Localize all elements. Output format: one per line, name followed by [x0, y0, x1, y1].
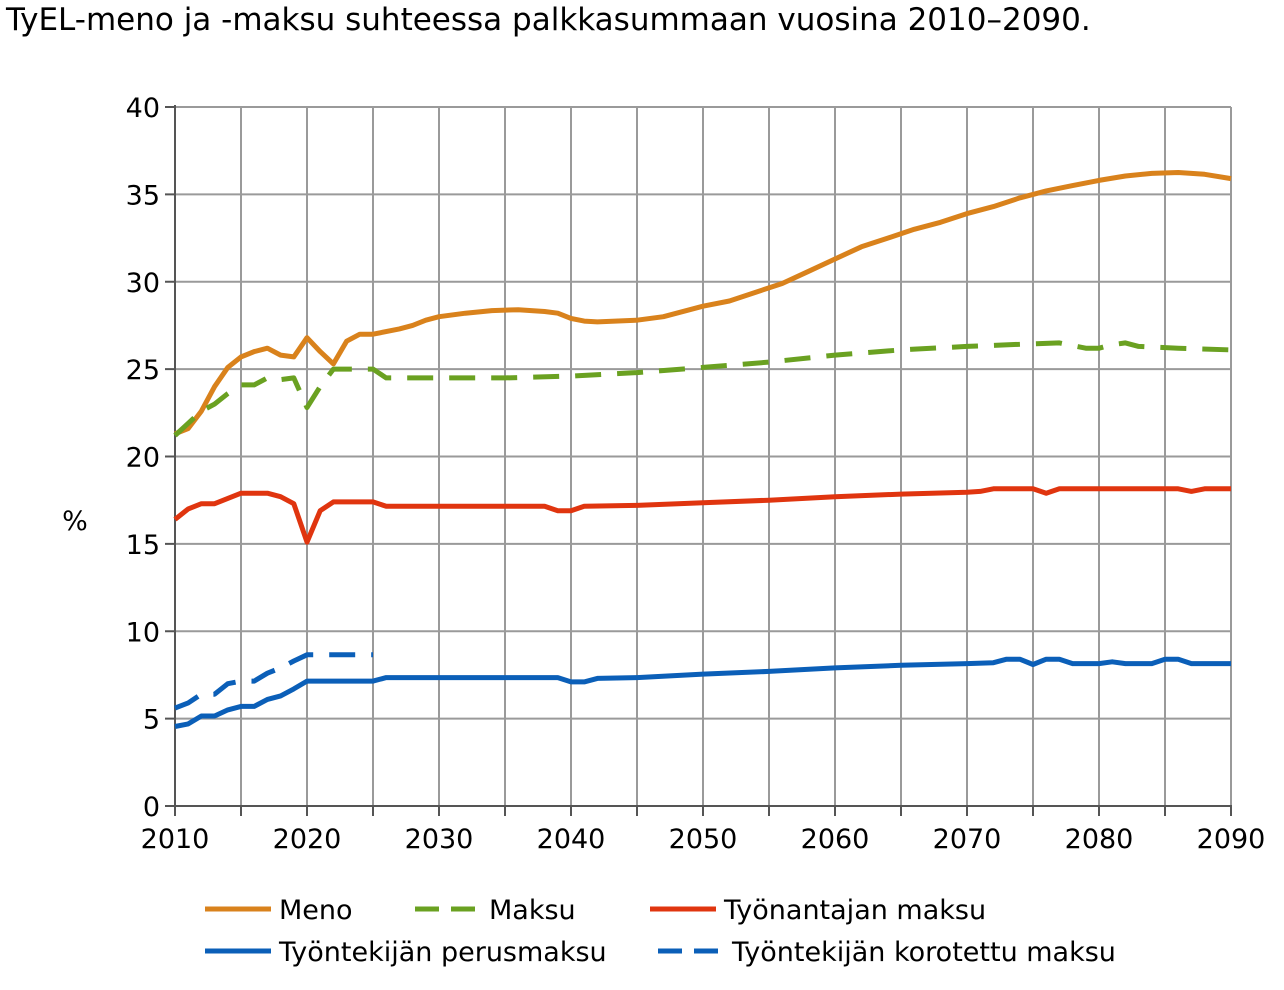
y-tick-label: 5 [143, 705, 160, 736]
legend-label-5: Työntekijän korotettu maksu [731, 937, 1116, 968]
series-lines [173, 170, 1232, 729]
y-tick-label: 40 [126, 93, 160, 124]
y-tick-label: 10 [126, 617, 160, 648]
x-tick-label: 2050 [669, 824, 738, 855]
legend-label-2: Maksu [489, 895, 576, 926]
x-tick-label: 2040 [537, 824, 606, 855]
series-line-4 [174, 656, 1231, 729]
series-line-2 [173, 340, 1232, 438]
y-tick-label: 0 [143, 792, 160, 823]
x-tick-label: 2060 [801, 824, 870, 855]
y-tick-label: 20 [126, 443, 160, 474]
grid [175, 106, 1232, 806]
axes: 0 5 10 15 20 25 30 35 40 2010 2020 2030 2040 2050 2060… [62, 93, 1265, 855]
x-tick-label: 2080 [1065, 824, 1134, 855]
series-line-3 [173, 486, 1231, 545]
y-axis-label: % [62, 506, 88, 537]
y-tick-label: 15 [126, 530, 160, 561]
y-tick-label: 30 [126, 268, 160, 299]
x-tick-label: 2090 [1197, 824, 1266, 855]
legend-label-1: Meno [279, 895, 353, 926]
series-line-5 [174, 652, 373, 711]
series-line-1 [174, 170, 1232, 437]
legend-label-3: Työnantajan maksu [723, 895, 986, 926]
legend-label-4: Työntekijän perusmaksu [278, 937, 607, 968]
x-tick-label: 2070 [933, 824, 1002, 855]
y-tick-label: 35 [126, 180, 160, 211]
y-tick-label: 25 [126, 355, 160, 386]
x-tick-label: 2020 [273, 824, 342, 855]
legend: Meno Maksu Työnantajan maksu Työntekijän pe… [205, 895, 1116, 968]
x-tick-label: 2010 [141, 824, 210, 855]
chart-title: TyEL-meno ja -maksu suhteessa palkkasumm… [6, 2, 1091, 38]
x-tick-label: 2030 [405, 824, 474, 855]
